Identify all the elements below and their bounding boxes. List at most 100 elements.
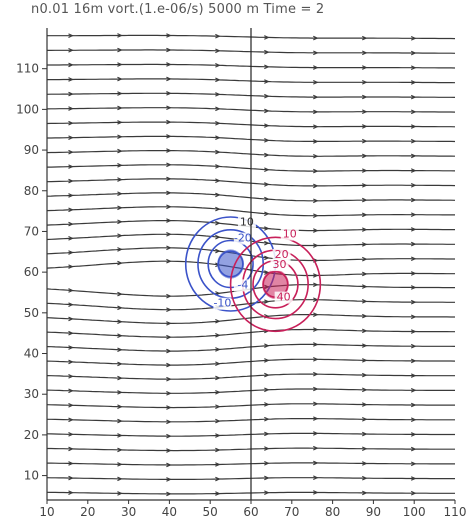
y-tick-label: 110	[16, 62, 39, 76]
streamline-arrow	[264, 152, 270, 158]
streamline-arrow	[117, 447, 123, 453]
streamline-arrow	[362, 242, 368, 247]
streamline-arrow	[410, 197, 417, 203]
streamline-arrow	[313, 80, 319, 85]
streamline-arrow	[166, 348, 172, 354]
streamline-arrow	[68, 417, 74, 423]
streamline-arrow	[264, 343, 270, 349]
contour-label: 20	[275, 248, 289, 261]
contour-label: 40	[277, 291, 291, 304]
streamline-arrow	[264, 475, 270, 481]
streamline-arrow	[68, 135, 74, 140]
streamline-arrow	[166, 218, 172, 223]
streamline-arrow	[117, 120, 123, 125]
streamline-arrow	[215, 462, 221, 467]
streamline-arrow	[362, 124, 368, 129]
contour-layer	[184, 216, 322, 333]
streamline-arrow	[215, 375, 221, 381]
streamline-arrow	[215, 192, 221, 198]
streamline-arrow	[264, 211, 270, 217]
streamline-arrow	[215, 333, 221, 338]
streamline-arrow	[362, 65, 368, 70]
streamline-arrow	[68, 345, 74, 350]
streamline-arrow	[117, 361, 123, 367]
streamline-arrow	[166, 334, 172, 340]
streamline-arrow	[264, 35, 270, 40]
streamline-arrow	[313, 416, 319, 421]
streamline-arrow	[68, 207, 74, 213]
streamline-arrow	[410, 271, 417, 276]
streamline-arrow	[166, 491, 172, 497]
streamline-arrow	[68, 461, 74, 466]
streamline-arrow	[166, 293, 172, 299]
contour-label-bg	[274, 291, 293, 304]
streamline-arrow	[166, 307, 172, 313]
streamline-arrow	[264, 49, 270, 55]
streamline-arrow	[362, 109, 368, 115]
streamline-arrow	[68, 193, 74, 198]
streamline-arrow	[362, 313, 368, 319]
streamline-arrow	[117, 33, 123, 38]
streamline-arrow	[410, 212, 417, 217]
streamline-arrow	[166, 321, 172, 326]
streamline-arrow	[68, 330, 74, 336]
streamline-arrow	[410, 432, 417, 437]
streamline-arrow	[166, 76, 172, 82]
streamline-arrow	[264, 387, 270, 393]
streamline-arrow	[166, 148, 172, 153]
streamline-arrow	[264, 372, 270, 378]
streamline-arrow	[362, 94, 368, 100]
streamline-arrow	[264, 460, 270, 466]
x-tick-label: 90	[366, 505, 381, 519]
streamline-arrow	[313, 357, 319, 362]
streamline-arrow	[215, 418, 221, 424]
streamline-arrow	[215, 248, 221, 254]
streamline-arrow	[362, 79, 368, 85]
streamline-arrow	[166, 162, 172, 168]
streamline-arrow	[264, 123, 270, 128]
contour-label-bg	[213, 297, 232, 310]
streamline-arrow	[68, 250, 74, 255]
contour-label-bg	[233, 279, 252, 292]
streamline-arrow	[313, 312, 319, 317]
streamline-arrow	[215, 164, 221, 169]
streamline-arrow	[68, 264, 74, 269]
streamline-arrow	[410, 168, 417, 173]
streamline-arrow	[117, 148, 123, 154]
streamline-arrow	[313, 35, 319, 41]
streamline-arrow	[410, 476, 417, 481]
streamline-arrow	[410, 402, 417, 408]
streamline-arrow	[117, 433, 123, 438]
contour-label-bg	[233, 232, 252, 245]
streamline-arrow	[117, 105, 123, 111]
streamline-arrow	[166, 376, 172, 382]
streamline-arrow	[264, 240, 270, 246]
streamline-arrow	[166, 204, 172, 210]
streamline-arrow	[215, 234, 221, 240]
streamline-arrow	[166, 134, 172, 139]
streamline-arrow	[313, 475, 319, 481]
streamline-arrow	[117, 319, 123, 325]
streamline-arrow	[166, 362, 172, 368]
streamline-arrow	[264, 64, 270, 70]
streamline-arrow	[215, 347, 221, 352]
streamline-arrow	[362, 446, 368, 452]
streamline-arrow	[362, 35, 368, 41]
contour-label: -10	[213, 297, 231, 310]
streamline-arrow	[166, 105, 172, 111]
streamline-arrow	[68, 221, 74, 227]
streamline-arrow	[313, 198, 319, 204]
x-tick-label: 100	[403, 505, 426, 519]
y-tick-label: 30	[24, 387, 39, 401]
streamline-arrow	[117, 191, 123, 197]
streamline-arrow	[68, 62, 74, 68]
streamline-arrow	[313, 431, 319, 436]
streamline-arrow	[166, 258, 172, 264]
streamline-arrow	[68, 120, 74, 126]
x-tick-label: 80	[325, 505, 340, 519]
streamline-arrow	[410, 80, 417, 85]
streamline-arrow	[215, 220, 221, 226]
streamline-arrow	[215, 361, 221, 366]
streamline-arrow	[117, 76, 123, 82]
contour-label-bg	[270, 259, 289, 272]
